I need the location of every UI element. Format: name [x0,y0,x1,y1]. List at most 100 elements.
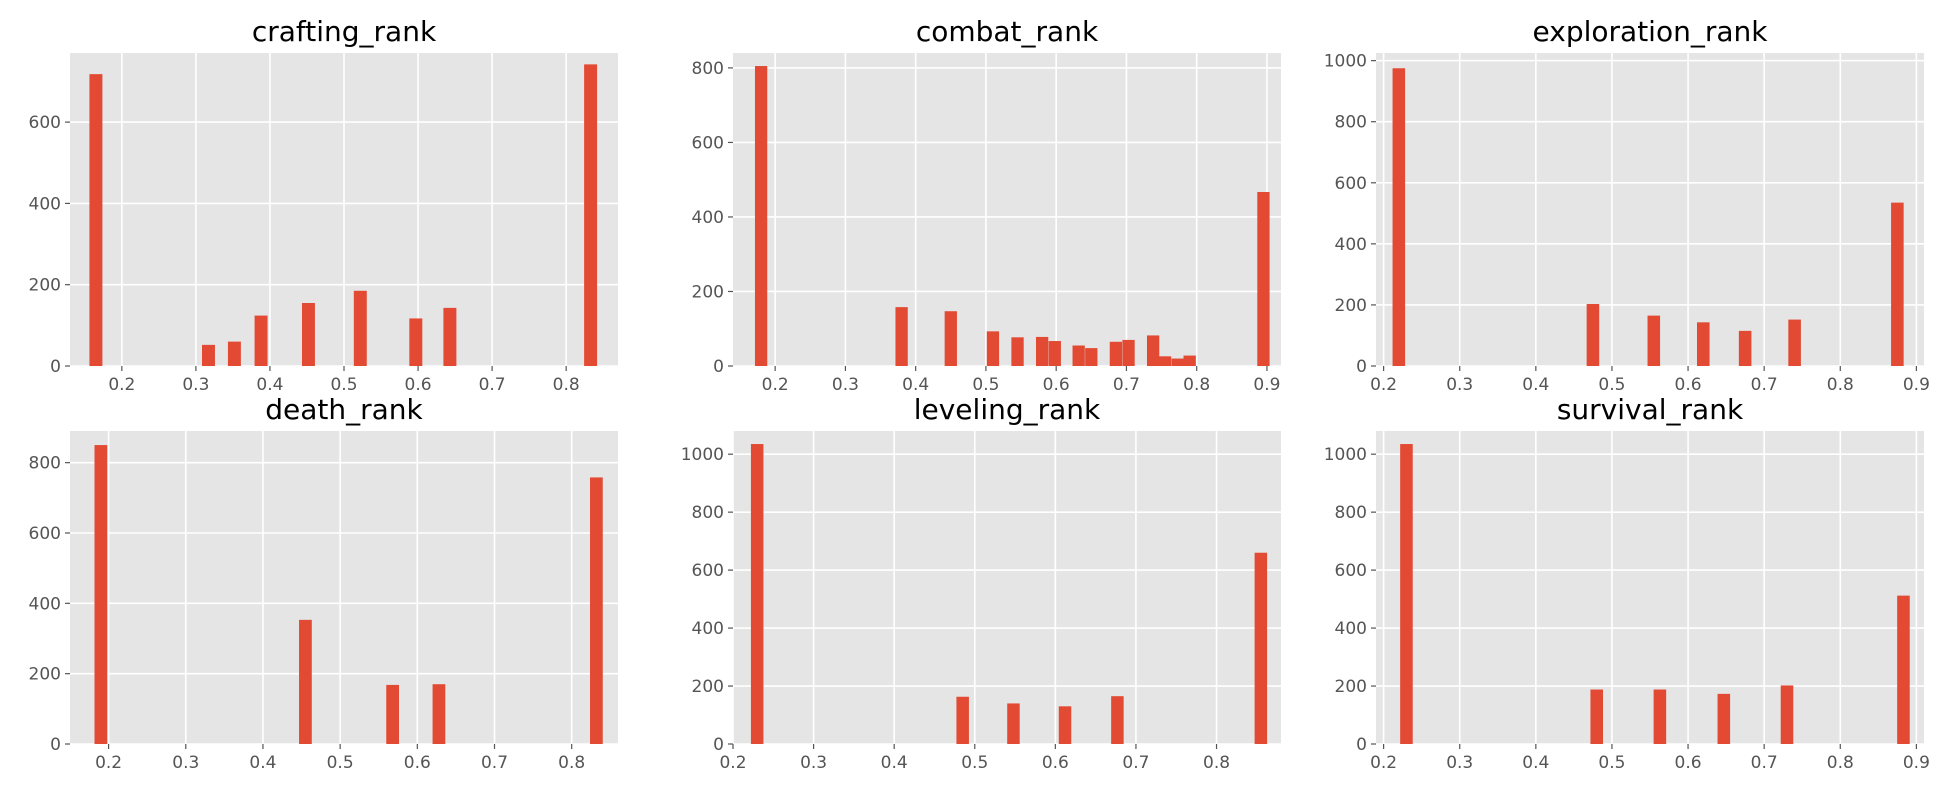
histogram-bar [254,315,268,366]
x-tick-label: 0.3 [1446,375,1473,395]
histogram-bar [1072,345,1085,366]
x-tick-label: 0.3 [832,375,859,395]
y-tick-label: 400 [1335,235,1367,255]
histogram-bar [1158,356,1172,366]
y-tick-label: 800 [692,59,724,79]
plot-area [70,431,618,744]
x-tick-label: 0.6 [404,753,431,773]
histogram-bar [1696,322,1710,366]
subplot-title: leveling_rank [914,393,1101,426]
y-tick-label: 600 [692,133,724,153]
y-tick-label: 400 [1335,619,1367,639]
histogram-bar [89,74,103,366]
x-tick-label: 0.4 [249,753,276,773]
subplot-death-rank: 0.2 0.3 0.4 0.5 0.6 0.7 0.8 0 200 400 600 800 death_… [29,393,618,773]
histogram-bar [443,307,457,366]
y-tick-label: 800 [692,503,724,523]
x-tick-label: 0.2 [108,375,135,395]
histogram-bar [590,477,603,744]
histogram-bar [956,696,969,744]
histogram-bar [202,344,215,366]
x-tick-label: 0.5 [327,753,354,773]
subplot-leveling-rank: 0.2 0.3 0.4 0.5 0.6 0.7 0.8 0 200 400 600 800 1000 le… [681,393,1281,773]
x-tick-label: 0.2 [719,753,746,773]
y-tick-label: 600 [29,113,61,133]
x-tick-label: 0.5 [1598,753,1625,773]
y-tick-label: 200 [692,282,724,302]
x-tick-label: 0.6 [1042,753,1069,773]
histogram-bar [584,64,598,366]
x-tick-label: 0.4 [256,375,283,395]
histogram-bar [750,444,764,744]
histogram-bar [1007,703,1020,744]
x-tick-label: 0.6 [405,375,432,395]
histogram-bar [432,684,446,744]
x-tick-label: 0.7 [481,753,508,773]
subplot-title: death_rank [265,393,423,426]
histogram-bar [895,307,908,366]
x-tick-label: 0.6 [1675,375,1702,395]
histogram-bar [986,331,1000,366]
histogram-bar [409,318,423,366]
histogram-bar [1171,358,1184,366]
x-tick-label: 0.3 [172,753,199,773]
histogram-bar [1254,552,1268,744]
x-tick-label: 0.5 [961,753,988,773]
x-tick-label: 0.8 [1827,375,1854,395]
x-tick-label: 0.9 [1903,753,1930,773]
y-tick-label: 1000 [681,445,724,465]
y-tick-label: 200 [692,677,724,697]
x-tick-label: 0.8 [1183,375,1210,395]
histogram-bar [1891,202,1904,366]
x-tick-label: 0.8 [558,753,585,773]
histogram-bar [944,311,957,366]
plot-area [733,431,1281,744]
subplot-title: exploration_rank [1533,15,1769,48]
y-tick-label: 200 [1335,677,1367,697]
x-tick-label: 0.2 [1370,375,1397,395]
plot-area [1376,431,1924,744]
histogram-bar [1653,689,1667,744]
y-tick-label: 1000 [1324,445,1367,465]
x-tick-label: 0.7 [1751,375,1778,395]
histogram-bar [1109,341,1123,366]
y-tick-label: 600 [1335,174,1367,194]
y-tick-label: 0 [50,357,61,377]
y-tick-label: 400 [29,194,61,214]
histogram-bar [1590,689,1604,744]
y-tick-label: 800 [1335,503,1367,523]
y-tick-label: 200 [29,276,61,296]
histogram-bar [1146,335,1160,366]
histogram-bar [1897,595,1910,744]
x-tick-label: 0.8 [1827,753,1854,773]
x-tick-label: 0.7 [1113,375,1140,395]
histogram-bar [299,619,312,744]
x-tick-label: 0.7 [1122,753,1149,773]
x-tick-label: 0.9 [1253,375,1280,395]
histogram-bar [1111,696,1124,744]
histogram-bar [227,341,241,366]
x-tick-label: 0.5 [1598,375,1625,395]
histogram-bar [1392,68,1406,366]
x-tick-label: 0.7 [479,375,506,395]
histogram-bar [1586,304,1600,366]
x-tick-label: 0.6 [1675,753,1702,773]
histogram-bar [1122,339,1135,366]
histogram-bar [1035,336,1049,366]
x-tick-label: 0.9 [1903,375,1930,395]
x-tick-label: 0.5 [972,375,999,395]
x-tick-label: 0.2 [762,375,789,395]
histogram-bar [1647,315,1661,366]
x-tick-label: 0.8 [1203,753,1230,773]
x-tick-label: 0.4 [1522,753,1549,773]
subplot-title: crafting_rank [252,15,437,48]
y-tick-label: 600 [1335,561,1367,581]
subplot-survival-rank: 0.2 0.3 0.4 0.5 0.6 0.7 0.8 0.9 0 200 400 600 800 100… [1324,393,1930,773]
x-tick-label: 0.2 [95,753,122,773]
x-tick-label: 0.3 [1446,753,1473,773]
histogram-bar [1058,706,1072,744]
histogram-bar [1738,330,1752,366]
x-tick-label: 0.8 [553,375,580,395]
histogram-bar [1183,355,1196,366]
